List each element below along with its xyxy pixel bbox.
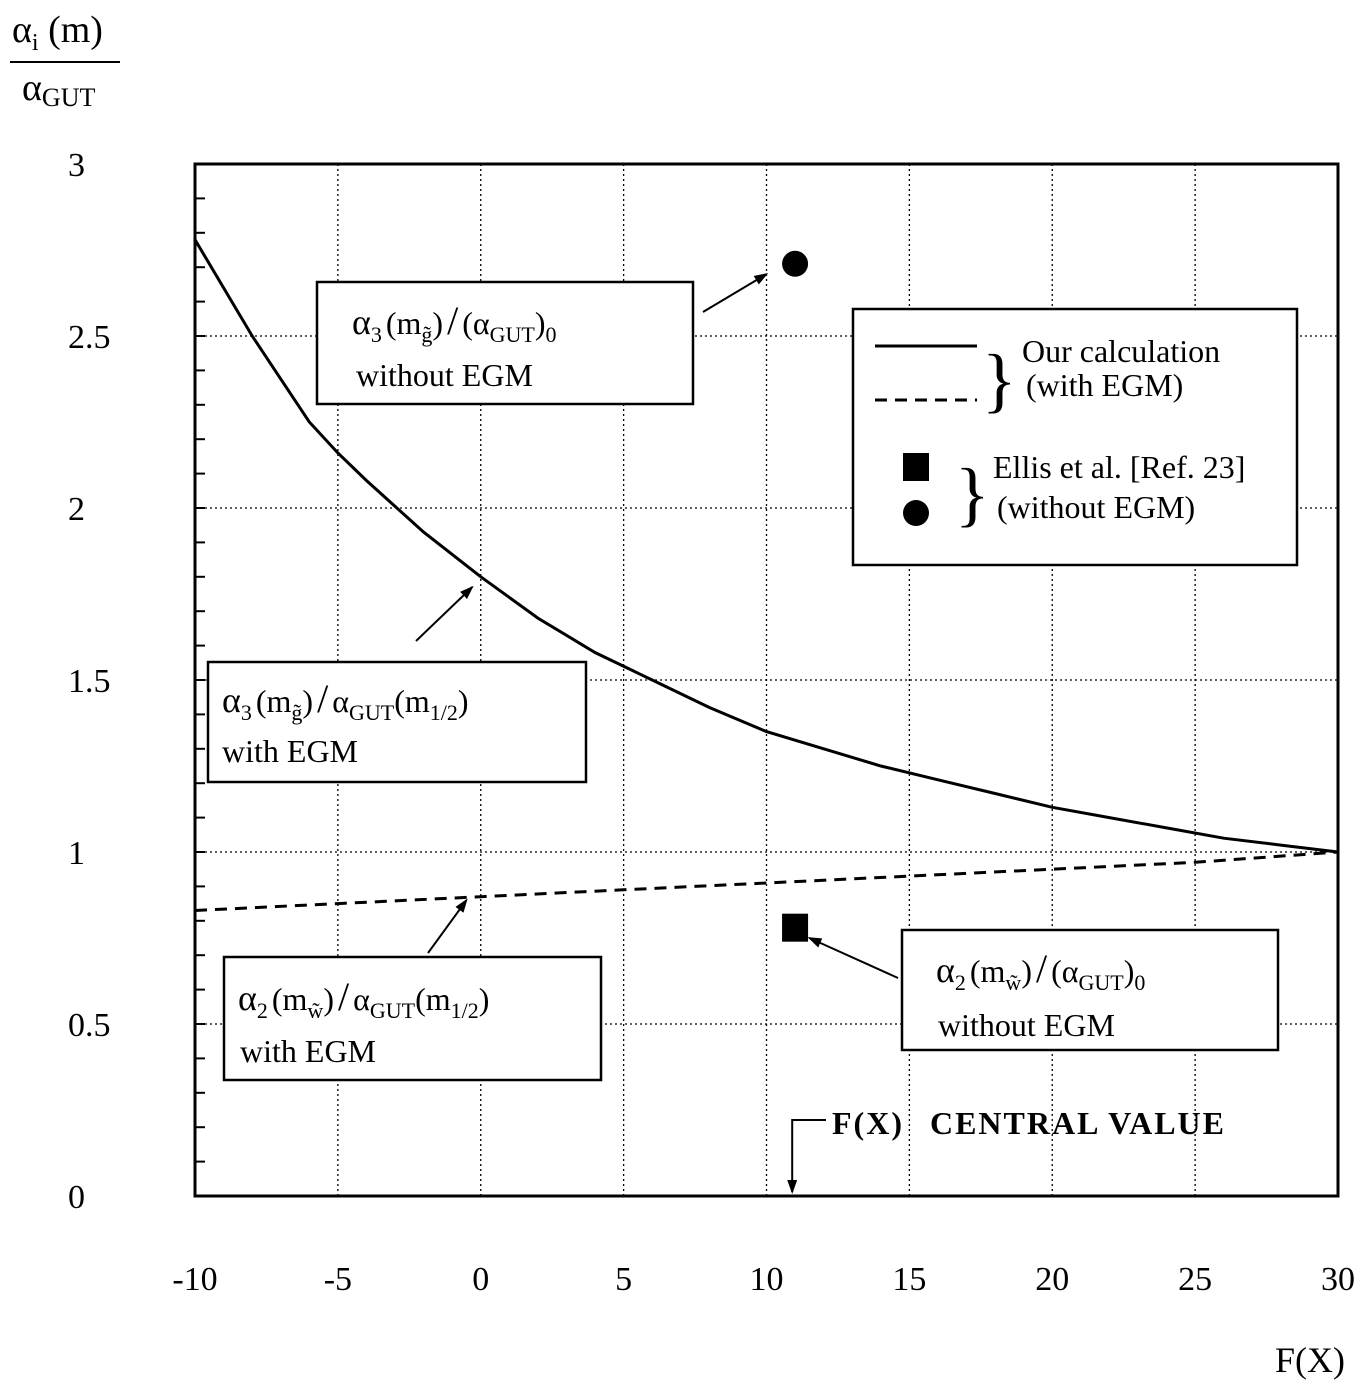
annotation-a2-with: α2 (mw̃) / αGUT(m1/2) with EGM (222, 955, 603, 1082)
svg-text:α3(mg̃)/αGUT(m1/2): α3 (mg̃) / αGUT(m1/2) (222, 676, 469, 725)
legend-square-marker (903, 453, 929, 481)
svg-text:αGUT: αGUT (22, 67, 95, 112)
legend-brace-2: } (955, 454, 990, 534)
y-tick-label: 0 (68, 1179, 85, 1216)
y-tick-label: 2.5 (68, 319, 111, 356)
y-label-den-alpha: α (22, 67, 42, 109)
svg-text:α3(mg̃)/(αGUT)0: α3 (mg̃) / (αGUT)0 (352, 298, 557, 347)
series-line-solid (193, 238, 1339, 854)
svg-text:with EGM: with EGM (222, 733, 358, 769)
y-label-arg: (m) (39, 9, 103, 51)
y-tick-label: 1.5 (68, 663, 111, 700)
data-point-square (782, 913, 809, 942)
y-axis-label: αi (m) αGUT (10, 9, 120, 112)
arrow-a3-with (415, 585, 474, 642)
legend-entry-ellis-sub: (without EGM) (997, 489, 1195, 525)
central-label-text: CENTRAL VALUE (930, 1105, 1226, 1141)
x-tick-label: 30 (1321, 1261, 1355, 1298)
x-tick-label: 5 (615, 1261, 632, 1298)
x-tick-label: 0 (472, 1261, 489, 1298)
legend-entry-our-sub: (with EGM) (1026, 367, 1183, 403)
x-tick-label: 15 (892, 1261, 926, 1298)
data-point-circle (782, 250, 809, 277)
annotation-a2-without: α2 (mw̃) / (αGUT)0 without EGM (900, 928, 1280, 1052)
y-tick-label: 1 (68, 835, 85, 872)
y-tick-label: 0.5 (68, 1007, 111, 1044)
y-label-sub: i (32, 30, 39, 56)
svg-text:α2(mw̃)/(αGUT)0: α2 (mw̃) / (αGUT)0 (936, 946, 1145, 995)
arrow-a3-without (702, 273, 769, 313)
legend-box (851, 307, 1299, 567)
legend-entry-ellis: Ellis et al. [Ref. 23] (993, 449, 1245, 485)
y-tick-label: 2 (68, 491, 85, 528)
svg-text:F(X)CENTRAL VALUE: F(X) CENTRAL VALUE (832, 1105, 1226, 1141)
legend-entry-our: Our calculation (1022, 333, 1220, 369)
annotation-a3-without: α3 (mg̃) / (αGUT)0 without EGM (315, 280, 695, 406)
svg-text:without EGM: without EGM (938, 1007, 1115, 1043)
y-tick-labels: 0 0.5 1 1.5 2 2.5 3 (68, 147, 111, 1216)
arrow-a2-without (807, 937, 899, 979)
series-line-dashed (194, 850, 1339, 912)
annotation-arrows (415, 273, 899, 979)
svg-text:αi (m): αi (m) (12, 9, 103, 56)
svg-text:without EGM: without EGM (356, 357, 533, 393)
y-label-alpha: α (12, 9, 32, 51)
svg-text:α2(mw̃)/αGUT(m1/2): α2 (mw̃) / αGUT(m1/2) (238, 974, 489, 1023)
plot-frame (193, 162, 1340, 1198)
x-tick-label: 20 (1035, 1261, 1069, 1298)
legend-circle-marker (903, 500, 929, 526)
central-value-arrow (787, 1119, 826, 1194)
x-tick-label: -10 (172, 1261, 217, 1298)
x-tick-label: 25 (1178, 1261, 1212, 1298)
annotation-a3-with: α3 (mg̃) / αGUT(m1/2) with EGM (206, 660, 588, 784)
central-label-fx: F(X) (832, 1105, 904, 1141)
y-tick-label: 3 (68, 147, 85, 184)
x-tick-labels: -10 -5 0 5 10 15 20 25 30 (172, 1261, 1355, 1298)
points-layer (782, 250, 809, 942)
x-axis-label: F(X) (1275, 1340, 1345, 1380)
svg-text:with EGM: with EGM (240, 1033, 376, 1069)
y-label-den-sub: GUT (42, 83, 96, 112)
arrow-a2-with (427, 898, 468, 954)
x-tick-label: 10 (750, 1261, 784, 1298)
legend: } Our calculation (with EGM) } Ellis et … (851, 307, 1299, 567)
central-value-annotation: F(X) CENTRAL VALUE (787, 1105, 1226, 1194)
series-layer (193, 238, 1339, 912)
legend-brace-1: } (982, 340, 1017, 420)
x-tick-label: -5 (324, 1261, 352, 1298)
